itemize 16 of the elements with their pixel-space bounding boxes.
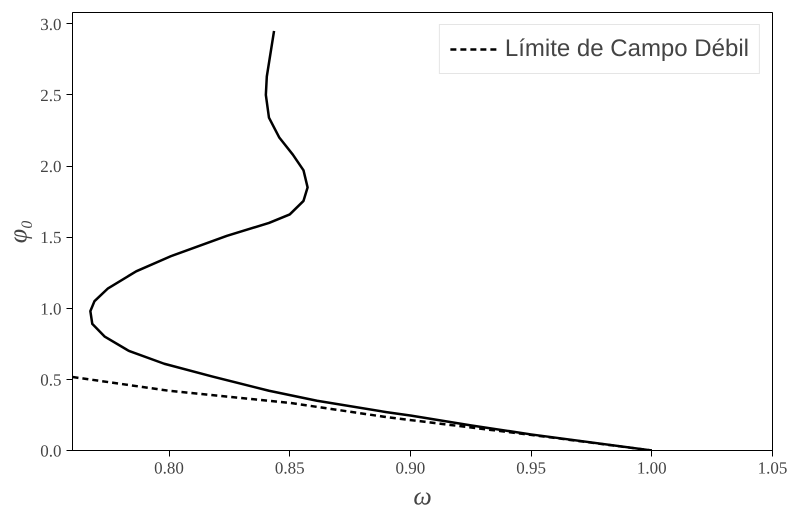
y-tick-label: 1.0 [40,299,62,318]
x-tick-label: 1.00 [636,458,667,478]
x-axis-title: ω [413,482,432,510]
legend-label: Límite de Campo Débil [504,35,749,63]
y-axis-title: φ₀ [3,220,32,244]
y-tick-label: 0.5 [40,370,62,390]
y-tick-label: 2.5 [40,86,62,105]
y-tick-label: 1.5 [40,228,62,248]
x-tick-label: 0.90 [396,458,426,478]
y-tick-label: 2.0 [40,157,62,176]
y-tick-label: 0.0 [40,442,62,460]
x-tick-label: 0.85 [274,458,305,478]
x-tick-label: 1.05 [758,458,788,478]
x-tick-label: 0.95 [516,458,546,478]
y-tick-label: 3.0 [40,14,62,34]
x-tick-label: 0.80 [154,458,184,478]
